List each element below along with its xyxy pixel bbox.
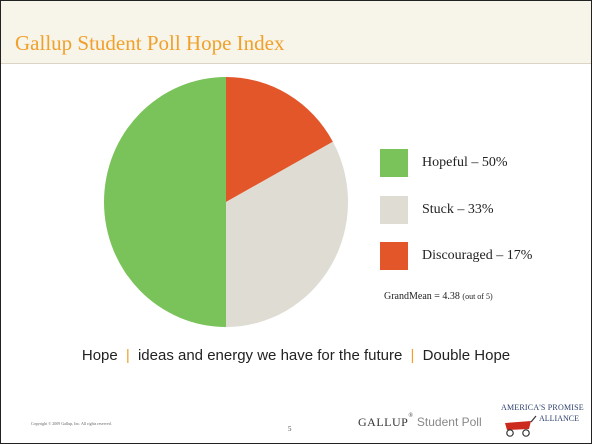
tagline-separator-1: | bbox=[125, 347, 130, 364]
gallup-wordmark: GALLUP bbox=[358, 415, 409, 429]
title-bar: Gallup Student Poll Hope Index bbox=[1, 1, 591, 64]
copyright-notice: Copyright © 2009 Gallup, Inc. All rights… bbox=[31, 421, 112, 426]
tagline-definition: ideas and energy we have for the future bbox=[137, 347, 403, 364]
grandmean-value: GrandMean = 4.38 bbox=[384, 291, 460, 302]
apa-line-1: AMERICA'S PROMISE bbox=[501, 403, 584, 412]
apa-line-2: ALLIANCE bbox=[539, 414, 579, 423]
grandmean-text: GrandMean = 4.38 (out of 5) bbox=[384, 291, 493, 302]
tagline-hope: Hope bbox=[81, 347, 118, 364]
hope-tagline: Hope | ideas and energy we have for the … bbox=[1, 347, 591, 364]
red-wagon-icon bbox=[505, 415, 537, 437]
tagline-separator-2: | bbox=[410, 347, 415, 364]
legend-swatch-discouraged bbox=[380, 242, 408, 270]
legend-swatch-stuck bbox=[380, 196, 408, 224]
pie-slice-hopeful bbox=[104, 77, 226, 327]
legend-label-stuck: Stuck – 33% bbox=[422, 202, 494, 217]
legend-swatch-hopeful bbox=[380, 149, 408, 177]
legend-item-discouraged: Discouraged – 17% bbox=[380, 241, 532, 271]
page-number: 5 bbox=[288, 425, 292, 433]
pie-slice-discouraged bbox=[226, 77, 333, 202]
legend-item-hopeful: Hopeful – 50% bbox=[380, 148, 508, 178]
grandmean-note: (out of 5) bbox=[462, 292, 493, 301]
pie-chart bbox=[104, 77, 349, 327]
legend-item-stuck: Stuck – 33% bbox=[380, 195, 494, 225]
legend-label-discouraged: Discouraged – 17% bbox=[422, 248, 533, 263]
slide-title: Gallup Student Poll Hope Index bbox=[15, 31, 285, 55]
americas-promise-logo: AMERICA'S PROMISE ALLIANCE bbox=[501, 403, 584, 439]
legend-label-hopeful: Hopeful – 50% bbox=[422, 155, 508, 170]
tagline-double-hope: Double Hope bbox=[422, 347, 511, 364]
gallup-student-poll-logo: GALLUP® Student Poll bbox=[358, 413, 482, 429]
student-poll-text: Student Poll bbox=[416, 415, 482, 429]
pie-slice-stuck bbox=[226, 141, 349, 327]
